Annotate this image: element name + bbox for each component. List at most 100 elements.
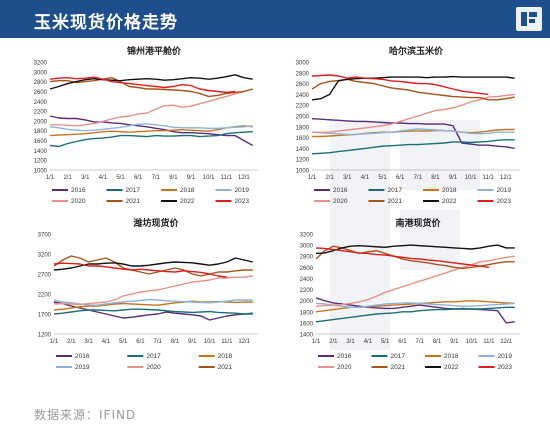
legend-label: 2017: [388, 187, 403, 194]
y-tick-label: 3000: [296, 61, 310, 67]
series-line-2017: [53, 308, 253, 315]
series-line-2019: [49, 123, 253, 132]
series-line-2020: [53, 275, 253, 306]
series-line-2021: [53, 255, 253, 277]
y-tick-label: 1400: [34, 149, 48, 155]
legend-label: 2017: [126, 187, 141, 194]
x-tick-label: 10/1: [466, 339, 478, 345]
x-tick-label: 3/1: [81, 175, 90, 181]
x-tick-label: 2/1: [329, 339, 338, 345]
x-tick-label: 1/1: [50, 339, 59, 345]
chart-weifang: 潍坊现货价 1200 1700 2200 2700 3200 3700 1/1 2/1 3/1 4/…: [20, 216, 270, 378]
chart-weifang-svg: 潍坊现货价 1200 1700 2200 2700 3200 3700 1/1 2/1 3/1 4/…: [38, 217, 258, 371]
x-tick-label: 5/1: [119, 339, 128, 345]
legend-label: 2021: [391, 364, 406, 371]
legend-label: 2023: [235, 198, 250, 205]
series-line-2020: [312, 93, 515, 133]
legend-label: 2016: [333, 187, 348, 194]
y-tick-label: 1200: [38, 333, 52, 339]
x-tick-label: 9/1: [449, 175, 458, 181]
legend-label: 2016: [337, 353, 352, 360]
legend-label: 2017: [146, 353, 161, 360]
x-tick-label: 10/1: [203, 175, 215, 181]
x-tick-label: 8/1: [433, 339, 442, 345]
chart-title: 哈尔滨玉米价: [389, 45, 444, 57]
series-line-2019: [311, 128, 515, 136]
x-tick-label: 6/1: [398, 339, 407, 345]
x-tick-label: 8/1: [171, 339, 180, 345]
y-tick-label: 2600: [300, 266, 314, 272]
legend-label: 2018: [442, 187, 457, 194]
legend-label: 2021: [218, 364, 233, 371]
chart-title: 南港现货价: [395, 217, 441, 229]
x-tick-label: 11/1: [483, 175, 495, 181]
series-line-2023: [49, 76, 236, 94]
y-tick-label: 2400: [300, 277, 314, 283]
legend-label: 2020: [71, 198, 86, 205]
legend-label: 2018: [444, 353, 459, 360]
x-tick-label: 5/1: [378, 175, 387, 181]
x-tick-label: 7/1: [416, 339, 425, 345]
legend-label: 2020: [146, 364, 161, 371]
series-line-2023: [53, 262, 227, 278]
x-tick-label: 4/1: [361, 175, 370, 181]
x-tick-label: 1/1: [312, 339, 321, 345]
series-line-2020: [50, 88, 253, 127]
x-tick-label: 2/1: [67, 339, 76, 345]
y-tick-label: 3000: [300, 244, 314, 250]
chart-harbin-svg: 哈尔滨玉米价 1000 1200 1400 1600 1800 2000 2200 2400 26…: [296, 45, 520, 205]
legend-label: 2020: [333, 198, 348, 205]
y-tick-label: 1400: [296, 147, 310, 153]
y-tick-label: 3700: [38, 233, 52, 239]
legend-label: 2017: [391, 353, 406, 360]
legend-label: 2016: [75, 353, 90, 360]
x-tick-label: 3/1: [84, 339, 93, 345]
x-tick-label: 7/1: [152, 175, 161, 181]
x-tick-label: 4/1: [102, 339, 111, 345]
series-line-2019: [315, 302, 515, 309]
legend-label: 2022: [442, 198, 457, 205]
legend-label: 2018: [180, 187, 195, 194]
y-tick-label: 3200: [34, 61, 48, 67]
y-tick-label: 1000: [296, 169, 310, 175]
y-tick-label: 2200: [38, 293, 52, 299]
series-line-2022: [315, 244, 515, 255]
y-tick-label: 3000: [34, 70, 48, 76]
x-tick-label: 10/1: [204, 339, 216, 345]
data-source-note: 数据来源：IFIND: [34, 408, 137, 422]
series-line-2016: [311, 118, 515, 150]
legend-label: 2023: [497, 198, 512, 205]
x-tick-label: 8/1: [431, 175, 440, 181]
x-tick-label: 11/1: [221, 339, 233, 345]
page-title: 玉米现货价格走势: [34, 13, 178, 33]
legend-label: 2019: [498, 353, 513, 360]
series-line-2017: [49, 131, 253, 148]
x-tick-label: 9/1: [188, 339, 197, 345]
x-tick-label: 7/1: [154, 339, 163, 345]
series-line-2023: [315, 247, 489, 268]
x-tick-label: 4/1: [99, 175, 108, 181]
x-tick-label: 4/1: [364, 339, 373, 345]
y-tick-label: 2600: [34, 90, 48, 96]
series-line-2019: [53, 298, 253, 306]
series-line-2017: [315, 306, 515, 323]
series-line-2022: [53, 257, 253, 271]
series-line-2022: [311, 75, 515, 101]
x-tick-label: 5/1: [381, 339, 390, 345]
y-tick-label: 1600: [296, 136, 310, 142]
x-tick-label: 7/1: [414, 175, 423, 181]
series-line-2021: [49, 77, 253, 98]
x-tick-label: 6/1: [396, 175, 405, 181]
y-tick-label: 2200: [296, 104, 310, 110]
y-tick-label: 3200: [38, 253, 52, 259]
legend-label: 2019: [75, 364, 90, 371]
chart-harbin: 哈尔滨玉米价 1000 1200 1400 1600 1800 2000 2200 2400 26…: [282, 44, 532, 214]
x-tick-label: 9/1: [450, 339, 459, 345]
chart-nangang-svg: 南港现货价 1400 1600 1800 2000 2200 2400 2600 2800 300…: [300, 217, 520, 371]
x-tick-label: 12/1: [238, 175, 250, 181]
series-line-2017: [311, 139, 515, 155]
chart-nangang: 南港现货价 1400 1600 1800 2000 2200 2400 2600 2800 300…: [282, 216, 532, 378]
company-logo: [516, 7, 542, 31]
y-tick-label: 2800: [34, 80, 48, 86]
legend-label: 2019: [497, 187, 512, 194]
